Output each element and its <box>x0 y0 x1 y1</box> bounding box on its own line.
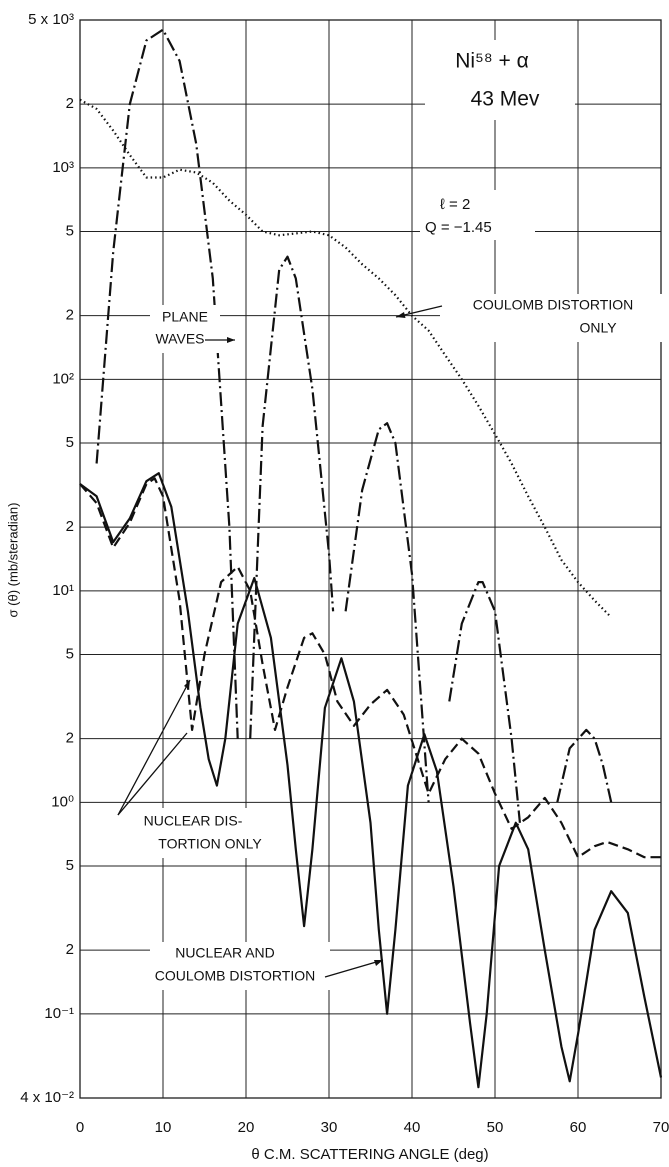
x-tick-label: 60 <box>570 1119 587 1136</box>
series-label: PLANE <box>162 309 208 325</box>
y-tick-label: 4 x 10⁻² <box>20 1089 74 1106</box>
series-label: COULOMB DISTORTION <box>473 297 634 313</box>
series-label: COULOMB DISTORTION <box>155 968 316 984</box>
label-box <box>115 808 280 858</box>
title: 43 Mev <box>471 88 540 111</box>
series-line <box>79 98 612 619</box>
y-tick-label: 10⁻¹ <box>44 1005 74 1022</box>
y-tick-label: 10¹ <box>52 582 74 599</box>
y-tick-label: 10⁰ <box>51 793 74 810</box>
annotation-box <box>420 190 535 240</box>
x-tick-label: 40 <box>404 1119 421 1136</box>
y-tick-label: 2 <box>66 730 74 747</box>
y-tick-label: 10² <box>52 370 74 387</box>
y-tick-label: 5 <box>66 434 74 451</box>
label-box <box>440 294 665 342</box>
y-tick-label: 2 <box>66 95 74 112</box>
y-tick-label: 5 <box>66 857 74 874</box>
arrow <box>117 732 188 816</box>
title-box <box>425 40 575 120</box>
annotation: ℓ = 2 <box>440 196 470 213</box>
series-label: ONLY <box>579 320 617 336</box>
arrow-head <box>396 312 406 318</box>
curves <box>79 28 663 1089</box>
y-tick-label: 10³ <box>52 159 74 176</box>
series-label: TORTION ONLY <box>158 836 262 852</box>
series-line <box>79 472 663 1089</box>
title: Ni⁵⁸ + α <box>455 50 528 73</box>
series-label: NUCLEAR AND <box>175 945 275 961</box>
y-tick-label: 2 <box>66 307 74 324</box>
y-tick-label: 5 <box>66 645 74 662</box>
label-box <box>150 942 330 990</box>
x-tick-label: 50 <box>487 1119 504 1136</box>
x-axis-label: θ C.M. SCATTERING ANGLE (deg) <box>251 1146 488 1163</box>
arrow-head <box>227 337 235 343</box>
series-label: NUCLEAR DIS- <box>144 813 243 829</box>
x-tick-label: 30 <box>321 1119 338 1136</box>
x-tick-label: 20 <box>238 1119 255 1136</box>
y-tick-label: 5 x 10³ <box>28 11 74 28</box>
series-label: WAVES <box>155 331 204 347</box>
y-axis-label: σ (θ) (mb/steradian) <box>5 503 20 618</box>
y-tick-label: 5 <box>66 222 74 239</box>
y-tick-label: 2 <box>66 941 74 958</box>
arrow-head <box>374 960 383 966</box>
series-line <box>79 477 661 859</box>
arrow-head <box>184 680 190 689</box>
x-tick-label: 0 <box>76 1119 84 1136</box>
x-tick-label: 10 <box>155 1119 172 1136</box>
y-tick-label: 2 <box>66 518 74 535</box>
label-box <box>150 305 220 353</box>
arrow <box>117 679 191 816</box>
x-tick-label: 70 <box>653 1119 669 1136</box>
annotation: Q = −1.45 <box>425 219 492 236</box>
series-line <box>95 28 613 823</box>
arrow <box>324 959 384 978</box>
